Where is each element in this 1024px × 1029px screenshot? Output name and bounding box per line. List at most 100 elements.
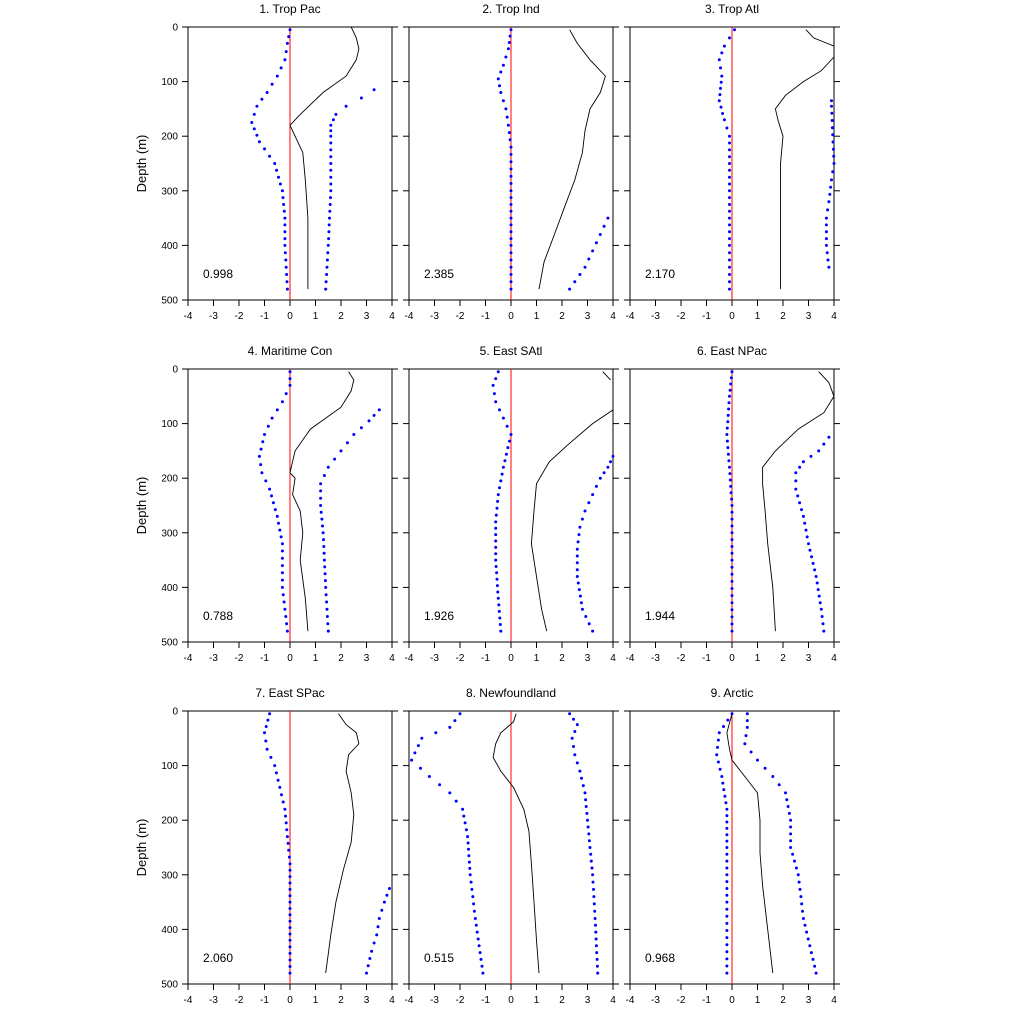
lower-bound-dot [509, 287, 513, 291]
x-tick-label: -3 [430, 311, 439, 322]
upper-bound-dot [596, 971, 600, 975]
upper-bound-dot [606, 216, 610, 220]
lower-bound-dot [286, 841, 290, 845]
y-tick-label: 500 [161, 980, 178, 991]
lower-bound-dot [725, 846, 729, 849]
lower-bound-dot [725, 929, 729, 932]
lower-bound-dot [288, 958, 292, 962]
x-tick-label: 4 [831, 653, 837, 664]
upper-bound-dot [816, 588, 820, 592]
upper-bound-dot [376, 925, 380, 929]
lower-bound-dot [730, 517, 734, 521]
x-tick-label: -4 [626, 653, 635, 664]
lower-bound-dot [281, 800, 285, 804]
lower-bound-dot [508, 34, 512, 38]
upper-bound-dot [806, 937, 810, 941]
x-tick-label: 1 [755, 995, 761, 1006]
x-tick-label: 3 [806, 995, 812, 1006]
x-tick-label: -1 [260, 995, 269, 1006]
upper-bound-dot [572, 717, 575, 721]
lower-bound-dot [494, 526, 498, 530]
lower-bound-dot [728, 223, 731, 227]
upper-bound-dot [828, 192, 832, 196]
lower-bound-dot [288, 951, 292, 955]
x-tick-label: 2 [338, 995, 344, 1006]
upper-bound-dot [591, 493, 595, 497]
lower-bound-dot [284, 814, 287, 818]
panel-stat-value: 0.998 [203, 267, 233, 281]
lower-bound-dot [257, 454, 261, 458]
upper-bound-dot [587, 257, 591, 261]
lower-bound-dot [494, 539, 498, 543]
upper-bound-dot [811, 561, 815, 565]
lower-bound-dot [288, 913, 292, 917]
upper-bound-dot [585, 811, 589, 815]
lower-bound-dot [264, 739, 268, 743]
y-axis-label: Depth (m) [134, 477, 149, 535]
upper-bound-dot [593, 909, 597, 913]
upper-bound-dot [810, 555, 814, 559]
lower-bound-dot [726, 420, 730, 424]
upper-bound-dot [368, 957, 372, 960]
upper-bound-dot [824, 243, 828, 247]
upper-bound-dot [813, 568, 817, 572]
lower-bound-dot [728, 216, 731, 220]
upper-bound-dot [366, 964, 370, 968]
upper-bound-dot [575, 575, 579, 578]
x-tick-label: 4 [610, 995, 616, 1006]
upper-bound-dot [807, 542, 810, 546]
lower-bound-dot [506, 446, 510, 450]
lower-bound-dot [509, 258, 513, 262]
lower-bound-dot [264, 479, 268, 483]
upper-bound-dot [831, 147, 835, 151]
x-tick-label: 1 [313, 653, 319, 664]
lower-bound-dot [728, 189, 731, 193]
lower-bound-dot [259, 447, 263, 451]
lower-bound-dot [467, 854, 471, 858]
y-tick-label: 100 [161, 77, 178, 88]
lower-bound-dot [495, 506, 499, 510]
upper-bound-dot [319, 504, 323, 507]
x-tick-label: -4 [184, 311, 193, 322]
upper-bound-dot [594, 944, 598, 948]
upper-bound-dot [801, 909, 804, 913]
lower-bound-dot [728, 237, 731, 241]
upper-bound-dot [577, 588, 581, 592]
x-tick-label: -3 [430, 653, 439, 664]
lower-bound-dot [727, 401, 731, 405]
lower-bound-dot [287, 35, 291, 39]
upper-bound-dot [319, 496, 323, 500]
lower-bound-dot [416, 744, 420, 748]
panel-title: 2. Trop Ind [482, 2, 539, 16]
lower-bound-dot [496, 370, 500, 374]
upper-bound-dot [595, 964, 599, 968]
upper-bound-dot [789, 825, 793, 829]
lower-bound-dot [727, 459, 731, 463]
upper-bound-dot [326, 622, 330, 626]
lower-bound-dot [478, 951, 482, 955]
lower-bound-dot [279, 535, 283, 539]
upper-bound-dot [799, 895, 803, 899]
lower-bound-dot [725, 957, 729, 961]
lower-bound-dot [725, 900, 729, 904]
upper-bound-dot [329, 182, 333, 186]
mean-profile-line [762, 371, 834, 632]
upper-bound-dot [591, 880, 595, 884]
lower-bound-dot [282, 203, 286, 206]
lower-bound-dot [720, 74, 724, 78]
upper-bound-dot [588, 846, 592, 849]
lower-bound-dot [284, 258, 288, 262]
lower-bound-dot [730, 558, 734, 562]
upper-bound-dot [791, 852, 795, 856]
upper-bound-dot [815, 581, 819, 585]
lower-bound-dot [498, 486, 501, 490]
lower-bound-dot [725, 852, 729, 856]
x-tick-label: -4 [184, 995, 193, 1006]
upper-bound-dot [831, 133, 835, 137]
upper-bound-dot [324, 287, 328, 291]
lower-bound-dot [716, 745, 719, 749]
lower-bound-dot [288, 377, 292, 381]
lower-bound-dot [496, 77, 500, 81]
lower-bound-dot [288, 383, 292, 387]
lower-bound-dot [500, 472, 504, 476]
